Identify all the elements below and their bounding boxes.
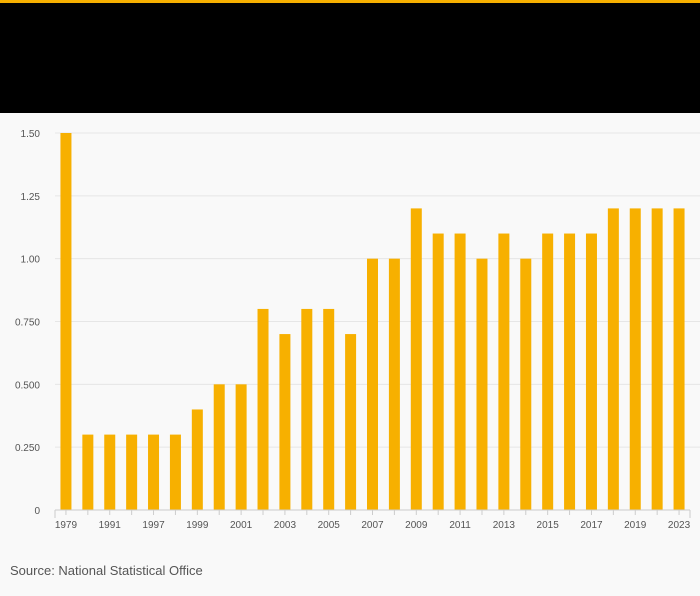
bar xyxy=(564,233,576,510)
bar xyxy=(104,434,116,510)
x-tick-label: 2023 xyxy=(668,520,691,531)
bar xyxy=(148,434,160,510)
bar xyxy=(235,384,247,510)
bar xyxy=(213,384,225,510)
x-tick-label: 2003 xyxy=(274,520,297,531)
y-tick-label: 0 xyxy=(34,506,40,517)
y-axis-labels: 0 0.250 0.500 0.750 1.00 1.25 1.50 xyxy=(15,129,40,517)
x-tick-label: 2001 xyxy=(230,520,253,531)
x-axis-labels: 1979 1991 1997 1999 2001 2003 2005 2007 2009 2011… xyxy=(55,520,691,531)
bar-chart: 0 0.250 0.500 0.750 1.00 1.25 1.50 1979 1991 199… xyxy=(15,129,700,531)
bar xyxy=(520,258,532,510)
bar xyxy=(169,434,181,510)
bar xyxy=(585,233,597,510)
y-tick-label: 0.750 xyxy=(15,318,40,329)
bar xyxy=(432,233,444,510)
bar xyxy=(279,334,291,510)
x-tick-label: 1991 xyxy=(99,520,122,531)
bar xyxy=(60,133,72,510)
x-tick-label: 2017 xyxy=(580,520,603,531)
bar xyxy=(410,208,422,510)
bar xyxy=(498,233,510,510)
x-tick-label: 2019 xyxy=(624,520,647,531)
x-tick-label: 1997 xyxy=(142,520,165,531)
x-tick-label: 1979 xyxy=(55,520,78,531)
y-tick-label: 1.00 xyxy=(21,255,41,266)
bar xyxy=(257,308,269,510)
source-note: Source: National Statistical Office xyxy=(10,563,203,578)
bar xyxy=(323,308,335,510)
bar xyxy=(345,334,357,510)
chart-area: 0 0.250 0.500 0.750 1.00 1.25 1.50 1979 1991 199… xyxy=(0,113,700,543)
x-tick-label: 2011 xyxy=(449,520,471,531)
bar xyxy=(542,233,554,510)
bar xyxy=(388,258,400,510)
x-tick-label: 1999 xyxy=(186,520,209,531)
bar xyxy=(454,233,466,510)
bar xyxy=(82,434,94,510)
header-banner xyxy=(0,0,700,113)
bar xyxy=(607,208,619,510)
bar xyxy=(629,208,641,510)
y-tick-label: 1.25 xyxy=(21,192,41,203)
y-tick-label: 1.50 xyxy=(21,129,41,140)
bars xyxy=(60,133,685,510)
bar xyxy=(367,258,378,510)
bar xyxy=(191,409,203,510)
y-tick-label: 0.500 xyxy=(15,380,40,391)
x-tick-label: 2007 xyxy=(361,520,384,531)
x-tick-label: 2005 xyxy=(318,520,341,531)
bar xyxy=(651,208,663,510)
x-axis xyxy=(54,509,691,518)
bar xyxy=(301,308,313,510)
x-tick-label: 2009 xyxy=(405,520,428,531)
x-tick-label: 2013 xyxy=(493,520,516,531)
bar xyxy=(673,208,685,510)
y-tick-label: 0.250 xyxy=(15,443,40,454)
x-tick-label: 2015 xyxy=(537,520,560,531)
bar xyxy=(126,434,138,510)
bar xyxy=(476,258,488,510)
